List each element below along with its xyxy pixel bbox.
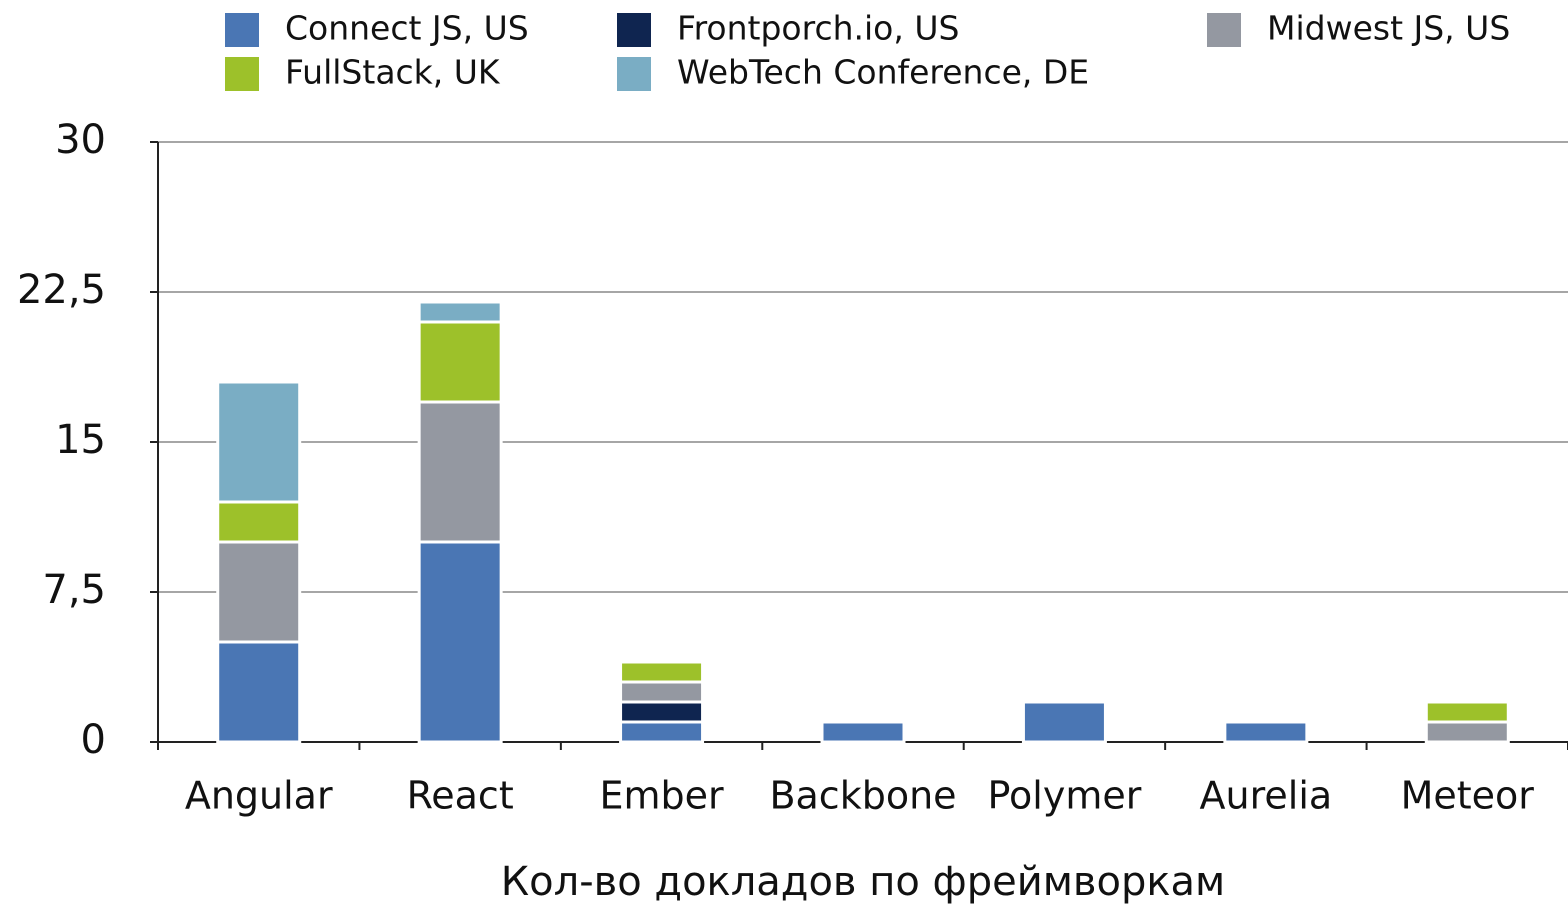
legend-label: Frontporch.io, US [677, 9, 959, 48]
bar-segment [216, 380, 302, 504]
legend-swatch [617, 13, 651, 47]
y-tick-label: 30 [55, 117, 106, 163]
x-tick-label: Meteor [1401, 774, 1535, 818]
legend-label: FullStack, UK [285, 53, 501, 92]
bar-segment [619, 720, 705, 744]
x-tick-label: Angular [185, 774, 333, 818]
bar-segment [216, 540, 302, 644]
y-tick-label: 7,5 [42, 567, 106, 613]
y-tick-label: 15 [55, 417, 106, 463]
bar-segment [417, 400, 503, 544]
bar-segment [1223, 720, 1309, 744]
x-tick-label: Aurelia [1200, 774, 1333, 818]
bar-segment [1021, 700, 1107, 744]
y-tick-label: 22,5 [17, 267, 106, 313]
x-axis-label: Кол-во докладов по фреймворкам [501, 859, 1225, 905]
bar-segment [820, 720, 906, 744]
bar-segment [619, 660, 705, 684]
legend-swatch [1207, 13, 1241, 47]
x-tick-label: Backbone [769, 774, 956, 818]
bar-segment [216, 640, 302, 744]
bar-segment [417, 300, 503, 324]
bar-segment [619, 700, 705, 724]
x-tick-label: React [407, 774, 514, 818]
bar-segment [216, 500, 302, 544]
legend-swatch [225, 57, 259, 91]
x-tick-label: Polymer [987, 774, 1141, 818]
legend-label: Connect JS, US [285, 9, 529, 48]
x-tick-label: Ember [599, 774, 724, 818]
legend-label: Midwest JS, US [1267, 9, 1510, 48]
legend-label: WebTech Conference, DE [677, 53, 1089, 92]
bar-segment [417, 540, 503, 744]
bar-segment [1424, 700, 1510, 724]
legend-swatch [617, 57, 651, 91]
bar-segment [619, 680, 705, 704]
y-tick-label: 0 [81, 717, 106, 763]
bar-segment [1424, 720, 1510, 744]
legend-swatch [225, 13, 259, 47]
bar-segment [417, 320, 503, 404]
